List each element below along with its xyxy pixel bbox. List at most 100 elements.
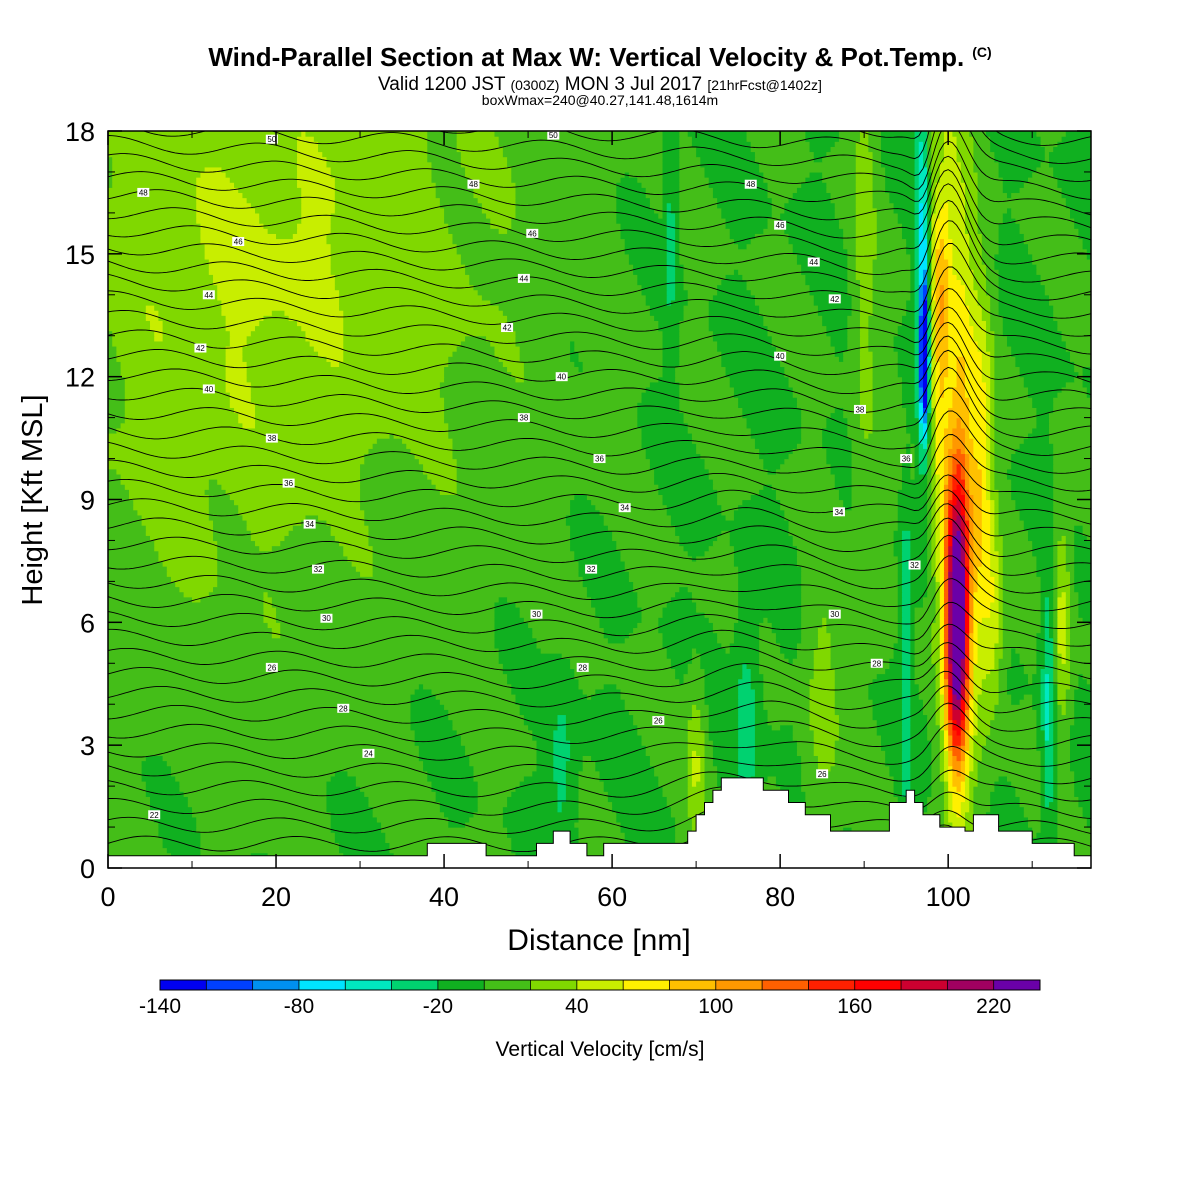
velocity-cell <box>637 407 680 414</box>
velocity-cell <box>591 693 622 700</box>
velocity-cell <box>360 479 433 485</box>
velocity-cell <box>708 305 760 311</box>
velocity-cell <box>948 663 953 669</box>
velocity-cell <box>704 729 710 736</box>
velocity-cell <box>931 791 945 797</box>
velocity-cell <box>242 192 302 199</box>
velocity-cell <box>796 647 815 654</box>
velocity-cell <box>834 740 882 746</box>
velocity-cell <box>1002 576 1042 582</box>
velocity-cell <box>780 463 832 470</box>
velocity-cell <box>935 366 941 373</box>
velocity-cell <box>679 136 693 142</box>
isentrope-line <box>108 434 1091 492</box>
velocity-cell <box>922 320 928 327</box>
velocity-cell <box>679 131 689 137</box>
velocity-cell <box>838 734 882 741</box>
velocity-cell <box>876 673 903 680</box>
velocity-cell <box>964 386 987 393</box>
velocity-cell <box>679 678 685 685</box>
velocity-cell <box>969 622 974 629</box>
velocity-cell <box>561 801 580 808</box>
velocity-cell <box>872 161 882 168</box>
velocity-cell <box>964 729 970 736</box>
velocity-cell <box>1061 136 1091 142</box>
velocity-cell <box>1032 253 1088 260</box>
velocity-cell <box>1040 612 1046 618</box>
colorbar-swatch <box>484 980 531 990</box>
velocity-cell <box>939 530 945 536</box>
velocity-cell <box>994 545 1004 552</box>
velocity-cell <box>826 622 899 629</box>
velocity-cell <box>822 617 827 623</box>
velocity-cell <box>662 340 680 347</box>
velocity-cell <box>662 151 680 158</box>
velocity-cell <box>1027 673 1033 680</box>
velocity-cell <box>738 402 798 408</box>
velocity-cell <box>813 750 836 756</box>
velocity-cell <box>927 131 932 137</box>
velocity-cell <box>255 422 449 429</box>
velocity-cell <box>523 371 664 378</box>
velocity-cell <box>712 484 764 490</box>
velocity-cell <box>1048 683 1054 690</box>
velocity-cell <box>683 264 802 270</box>
velocity-cell <box>108 448 370 455</box>
velocity-cell <box>943 525 949 531</box>
velocity-cell <box>1036 724 1042 731</box>
velocity-cell <box>901 530 911 536</box>
velocity-cell <box>586 494 664 501</box>
velocity-cell <box>679 535 718 542</box>
velocity-cell <box>960 489 966 495</box>
velocity-cell <box>931 540 937 547</box>
velocity-cell <box>1065 637 1071 644</box>
velocity-cell <box>108 218 197 224</box>
velocity-cell <box>717 202 773 209</box>
velocity-cell <box>1053 509 1091 516</box>
velocity-cell <box>1015 499 1054 506</box>
velocity-cell <box>1048 151 1091 158</box>
velocity-cell <box>973 765 979 772</box>
velocity-cell <box>742 673 752 680</box>
velocity-cell <box>780 786 802 792</box>
velocity-cell <box>994 335 1008 342</box>
velocity-cell <box>843 351 861 357</box>
velocity-cell <box>880 131 916 137</box>
velocity-cell <box>868 432 911 439</box>
velocity-cell <box>998 274 1042 281</box>
velocity-cell <box>969 688 974 695</box>
velocity-cell <box>435 693 517 700</box>
velocity-cell <box>939 591 945 598</box>
velocity-cell <box>158 315 227 321</box>
velocity-cell <box>990 560 1000 567</box>
velocity-cell <box>948 299 966 306</box>
velocity-cell <box>679 407 743 414</box>
velocity-cell <box>704 770 718 777</box>
contour-label-bg <box>265 662 278 672</box>
velocity-cell <box>859 305 874 311</box>
velocity-cell <box>834 683 869 690</box>
velocity-cell <box>456 131 496 137</box>
velocity-cell <box>931 509 937 516</box>
velocity-cell <box>179 786 328 792</box>
velocity-cell <box>645 386 680 393</box>
velocity-cell <box>830 632 899 639</box>
velocity-cell <box>939 617 945 623</box>
velocity-cell <box>154 330 164 337</box>
velocity-cell <box>108 540 155 547</box>
velocity-cell <box>1044 719 1050 726</box>
velocity-cell <box>935 345 949 352</box>
velocity-cell <box>943 755 949 762</box>
velocity-cell <box>939 745 945 751</box>
velocity-cell <box>108 366 122 373</box>
velocity-cell <box>670 299 689 306</box>
velocity-cell <box>465 750 538 756</box>
velocity-cell <box>935 202 945 209</box>
velocity-cell <box>943 494 949 501</box>
velocity-cell <box>124 381 227 388</box>
velocity-cell <box>607 525 676 531</box>
velocity-cell <box>914 310 920 316</box>
velocity-cell <box>616 197 651 204</box>
velocity-cell <box>662 131 680 137</box>
velocity-cell <box>994 780 1012 787</box>
